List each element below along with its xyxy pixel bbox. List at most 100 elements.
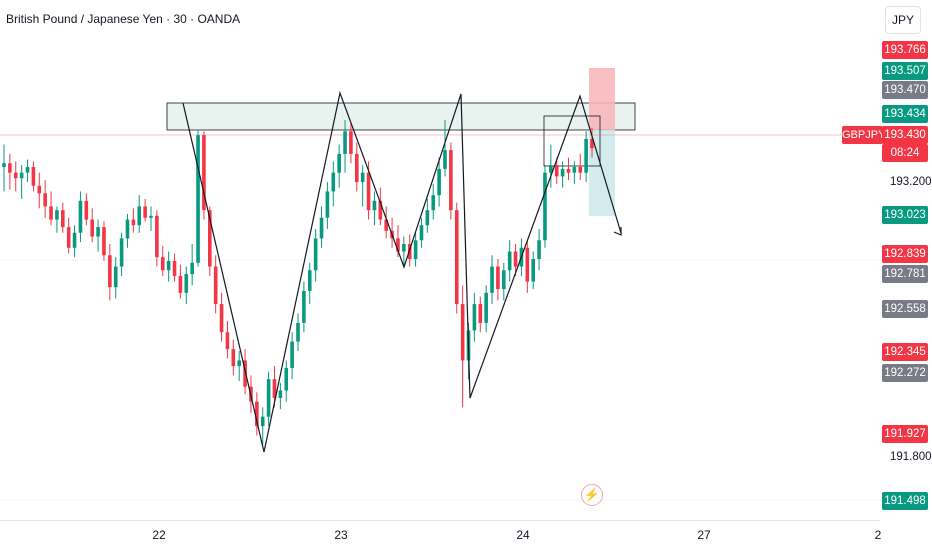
candle-bull: [119, 238, 124, 267]
candle-bear: [449, 150, 453, 211]
candle-bear: [31, 167, 36, 186]
candle-bear: [566, 168, 571, 173]
price-tag: 193.430: [882, 126, 928, 144]
candle-bear: [8, 163, 12, 173]
candle-bear: [496, 266, 500, 290]
price-tag: 192.839: [882, 245, 928, 263]
candle-bull: [302, 290, 306, 323]
price-tag: 193.766: [882, 41, 928, 59]
time-scale[interactable]: [0, 520, 880, 551]
short-risk-zone: [589, 68, 615, 130]
candle-bear: [355, 153, 359, 183]
candle-bull: [260, 416, 265, 427]
candle-bull: [290, 341, 294, 368]
candle-bear: [49, 206, 53, 220]
candle-bull: [431, 195, 436, 211]
candle-bull: [278, 390, 283, 398]
candle-bear: [143, 206, 147, 218]
price-tag: 191.927: [882, 425, 928, 443]
price-tag: 192.558: [882, 300, 928, 318]
candle-bull: [331, 172, 336, 192]
candle-bull: [419, 225, 424, 241]
candle-bear: [172, 260, 177, 276]
price-tag: 192.781: [882, 265, 928, 283]
consolidation-box: [543, 115, 601, 167]
candle-bear: [525, 247, 530, 282]
price-tick: 193.200: [890, 176, 932, 188]
candle-bear: [243, 360, 247, 387]
candle-bear: [13, 172, 18, 179]
time-tick: 27: [697, 528, 711, 542]
candle-bear: [378, 200, 383, 220]
countdown-tag: 08:24: [882, 144, 928, 162]
candle-bull: [319, 217, 324, 239]
candle-bull: [96, 227, 100, 237]
candle-bull: [413, 240, 418, 260]
arrow-head-icon: [613, 227, 622, 236]
candle-bull: [325, 191, 330, 218]
candle-bear: [590, 138, 594, 149]
candle-bull: [543, 172, 547, 241]
candle-bull: [307, 270, 312, 291]
candle-bull: [284, 367, 289, 391]
candle-bear: [454, 210, 459, 305]
candle-bear: [578, 167, 583, 173]
candle-bull: [443, 150, 447, 169]
candles: [2, 120, 594, 445]
candle-bull: [337, 153, 341, 173]
price-tick: 191.800: [890, 451, 932, 463]
candle-bear: [396, 238, 400, 252]
resistance-zone: [166, 102, 636, 131]
candle-bear: [61, 210, 65, 228]
candle-bull: [72, 232, 77, 248]
price-tag: 192.272: [882, 364, 928, 382]
chart-area[interactable]: [0, 0, 880, 550]
annotation-layer: [166, 68, 636, 216]
candle-bear: [84, 200, 89, 220]
candle-bear: [513, 251, 518, 267]
candle-bear: [66, 227, 71, 248]
candle-bear: [37, 185, 42, 194]
candle-bear: [160, 257, 165, 271]
candle-bear: [272, 379, 277, 398]
price-tag: 193.507: [882, 62, 928, 80]
candle-bull: [402, 244, 406, 252]
time-tick: 22: [152, 528, 166, 542]
lightning-icon[interactable]: ⚡: [581, 484, 603, 506]
candle-bull: [237, 360, 241, 367]
price-tag: 191.498: [882, 492, 928, 510]
candle-bear: [178, 275, 183, 293]
candle-bear: [208, 210, 212, 267]
currency-button[interactable]: JPY: [885, 6, 921, 34]
candle-bull: [313, 238, 318, 271]
candle-bull: [196, 135, 200, 263]
candle-bear: [131, 219, 136, 226]
candle-bull: [343, 131, 347, 154]
candle-bull: [490, 266, 494, 293]
candle-bear: [213, 266, 218, 305]
candle-bull: [537, 240, 541, 260]
candle-bull: [531, 259, 535, 282]
price-tag: 193.470: [882, 81, 928, 99]
candle-bull: [360, 172, 365, 183]
candle-bull: [437, 168, 441, 196]
candle-bull: [584, 138, 588, 173]
price-tag: 193.434: [882, 105, 928, 123]
candle-bear: [202, 135, 206, 211]
candle-bear: [460, 304, 465, 361]
candle-bear: [366, 172, 371, 211]
candle-bear: [255, 401, 259, 427]
price-tag: 193.023: [882, 206, 928, 224]
candle-bull: [190, 262, 194, 275]
time-tick: 24: [516, 528, 530, 542]
candle-bull: [25, 167, 30, 173]
candle-bull: [113, 266, 118, 288]
candle-bear: [155, 215, 159, 258]
candle-bull: [507, 251, 512, 271]
candle-bear: [225, 332, 230, 350]
time-tick: 23: [334, 528, 348, 542]
candle-bull: [502, 270, 506, 290]
zigzag-pattern-line: [182, 90, 622, 453]
candle-bull: [425, 210, 430, 226]
candle-bear: [219, 304, 224, 333]
